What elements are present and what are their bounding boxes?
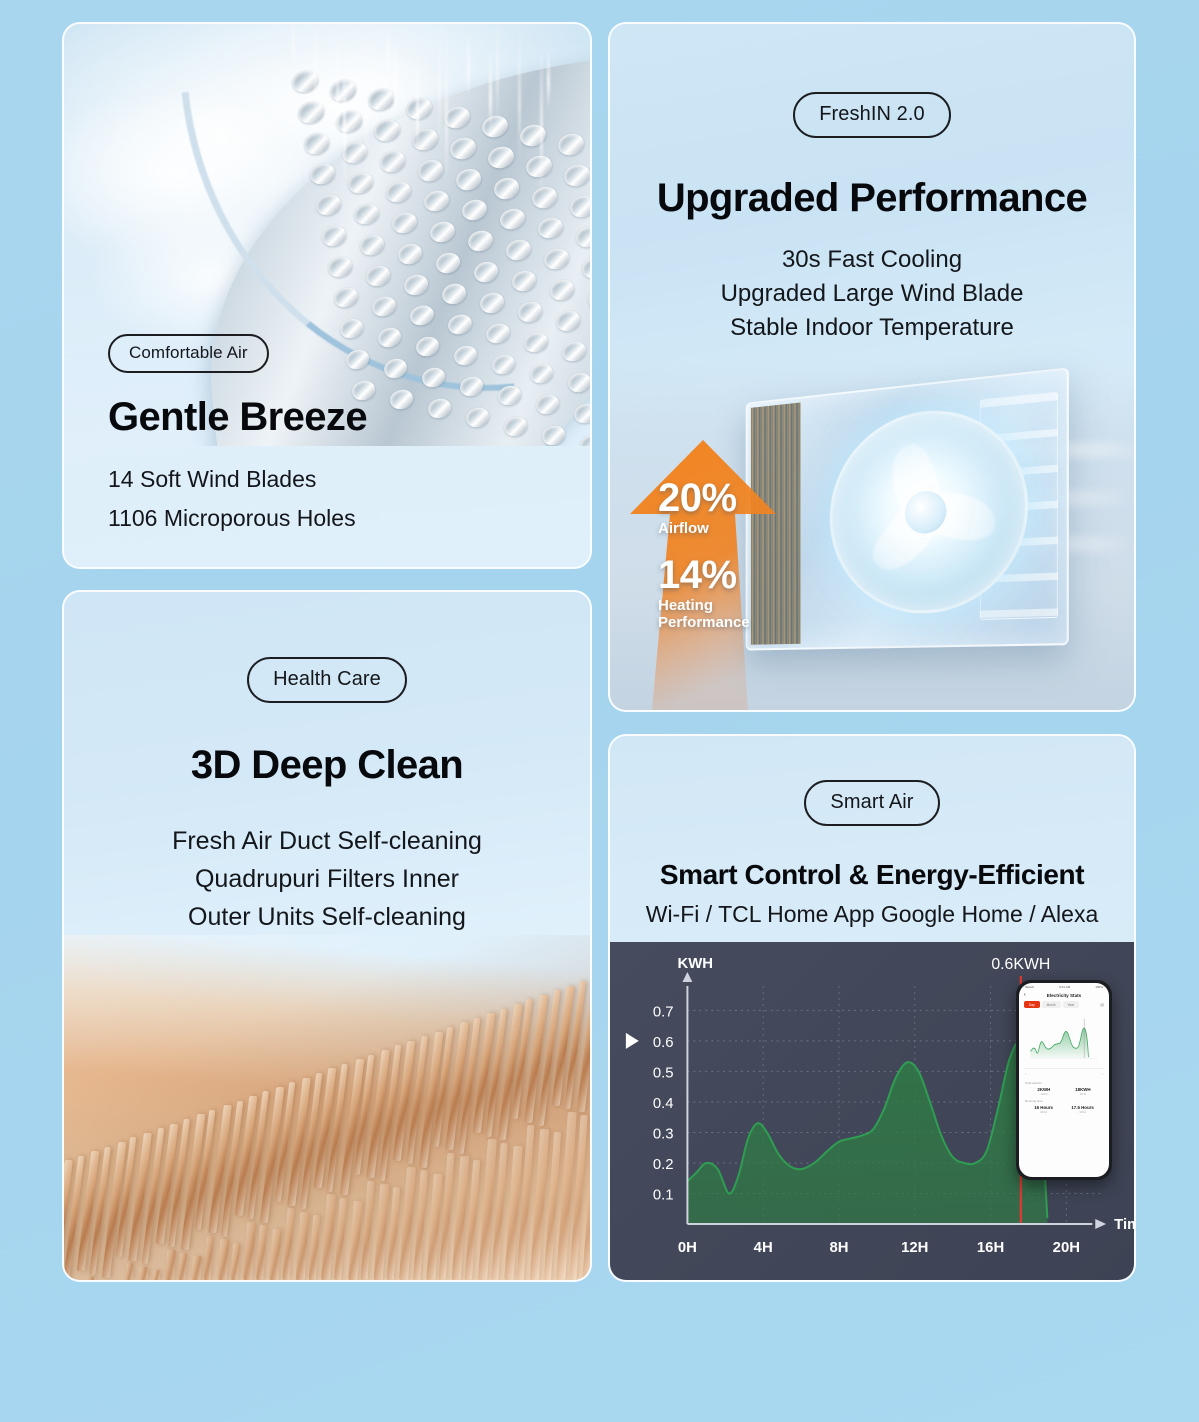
- pill-freshin: FreshIN 2.0: [793, 92, 951, 138]
- svg-text:Time: Time: [1114, 1216, 1134, 1233]
- running-date-a: 10/10: [1040, 1110, 1048, 1114]
- status-battery: 100%: [1095, 985, 1103, 989]
- phone-total-label: Total electric: [1025, 1081, 1042, 1085]
- upward-arrow-icon: [630, 440, 776, 710]
- phone-running-value-b: 17.5 Hours 10/11: [1071, 1105, 1093, 1114]
- running-date-b: 10/11: [1079, 1110, 1086, 1114]
- svg-text:4H: 4H: [754, 1239, 773, 1256]
- card-comfortable-air: Comfortable Air Gentle Breeze 14 Soft Wi…: [62, 22, 592, 569]
- callout-heating-label-line1: Heating: [658, 597, 714, 614]
- running-value-b: 17.5 Hours: [1071, 1105, 1094, 1110]
- phone-screen-title: ‹ Electricity Stats: [1019, 991, 1109, 1001]
- card-upgraded-performance: 20% Airflow 14% Heating Performance Fres…: [608, 22, 1136, 712]
- electricity-chart: 0.6KWH KWH Time 0.1 0.2 0.3 0.4 0.5 0.6 0.7 0H 4H 8H…: [610, 942, 1134, 1280]
- total-date-a: 10/10: [1040, 1092, 1048, 1096]
- callout-airflow-label: Airflow: [658, 520, 709, 537]
- phone-status-bar: Sketch 9:41 AM 100%: [1019, 983, 1109, 991]
- prev-icon[interactable]: ‹: [1025, 1071, 1027, 1076]
- svg-text:12H: 12H: [901, 1239, 928, 1256]
- total-value-a: 2KWH: [1037, 1087, 1051, 1092]
- status-carrier: Sketch: [1025, 985, 1035, 989]
- headline-smart-control: Smart Control & Energy-Efficient: [659, 859, 1085, 890]
- callout-heating-value: 14%: [658, 553, 737, 597]
- phone-running-value-a: 16 Hours 10/10: [1034, 1105, 1053, 1114]
- svg-text:0.3: 0.3: [653, 1125, 674, 1142]
- phone-tabs: Day Month Year ▤: [1019, 1001, 1109, 1011]
- bullet-outer-units: Outer Units Self-cleaning: [188, 903, 466, 931]
- headline-gentle-breeze: Gentle Breeze: [108, 395, 368, 439]
- total-date-b: 10/11: [1079, 1092, 1087, 1096]
- svg-text:0.2: 0.2: [653, 1156, 674, 1173]
- svg-text:0.6: 0.6: [653, 1034, 674, 1051]
- next-icon[interactable]: ›: [1101, 1071, 1103, 1076]
- phone-screen: Sketch 9:41 AM 100% ‹ Electricity Stats …: [1019, 983, 1109, 1177]
- bullet-microporous-holes: 1106 Microporous Holes: [108, 505, 356, 532]
- running-value-a: 16 Hours: [1034, 1105, 1053, 1110]
- airflow-streams-icon: [172, 24, 590, 316]
- svg-text:16H: 16H: [977, 1239, 1004, 1256]
- status-time: 9:41 AM: [1059, 985, 1071, 989]
- bullet-fresh-air-duct: Fresh Air Duct Self-cleaning: [172, 827, 482, 855]
- callout-airflow: 20% Airflow: [658, 478, 737, 538]
- phone-total-value-b: 18KWH 10/11: [1075, 1087, 1090, 1096]
- card-smart-air: Smart Air Smart Control & Energy-Efficie…: [608, 734, 1136, 1282]
- svg-text:0.7: 0.7: [653, 1003, 674, 1020]
- phone-mini-chart: [1024, 1011, 1104, 1069]
- phone-chart-nav: ‹ ›: [1019, 1069, 1109, 1078]
- copper-coil-photo: [64, 935, 590, 1280]
- chevron-left-icon[interactable]: ‹: [1024, 992, 1026, 998]
- calendar-icon[interactable]: ▤: [1100, 1002, 1104, 1007]
- pill-smart-air: Smart Air: [804, 780, 940, 826]
- ac-unit-photo: 20% Airflow 14% Heating Performance: [610, 358, 1134, 710]
- callout-heating-label-line2: Performance: [658, 613, 750, 631]
- comfortable-air-text-block: Comfortable Air Gentle Breeze 14 Soft Wi…: [108, 334, 368, 538]
- phone-running-label: Running time: [1025, 1099, 1043, 1103]
- card-health-care: Health Care 3D Deep Clean Fresh Air Duct…: [62, 590, 592, 1282]
- svg-text:0.5: 0.5: [653, 1064, 674, 1081]
- phone-total-section: Total electric 2KWH 10/10 18KWH 10/11: [1019, 1078, 1109, 1096]
- performance-text-block: FreshIN 2.0 Upgraded Performance 30s Fas…: [610, 92, 1134, 345]
- callout-airflow-value: 20%: [658, 476, 737, 520]
- phone-tab-day[interactable]: Day: [1024, 1001, 1040, 1008]
- svg-text:0.4: 0.4: [653, 1095, 674, 1112]
- svg-text:0H: 0H: [678, 1239, 697, 1256]
- phone-tab-month[interactable]: Month: [1041, 1001, 1061, 1008]
- phone-mockup: Sketch 9:41 AM 100% ‹ Electricity Stats …: [1016, 980, 1112, 1180]
- headline-upgraded-performance: Upgraded Performance: [656, 176, 1088, 220]
- subline-platforms: Wi-Fi / TCL Home App Google Home / Alexa: [645, 901, 1099, 927]
- bullet-soft-wind-blades: 14 Soft Wind Blades: [108, 466, 317, 492]
- svg-text:0.1: 0.1: [653, 1186, 674, 1203]
- bullet-stable-temperature: Stable Indoor Temperature: [730, 314, 1014, 342]
- phone-total-value-a: 2KWH 10/10: [1037, 1087, 1050, 1096]
- total-value-b: 18KWH: [1075, 1087, 1091, 1092]
- bullet-fast-cooling: 30s Fast Cooling: [781, 246, 963, 273]
- air-conditioner-unit-icon: [745, 367, 1069, 651]
- bullet-quadrupuri-filters: Quadrupuri Filters Inner: [194, 865, 459, 893]
- pill-health-care: Health Care: [247, 657, 407, 703]
- pill-comfortable-air: Comfortable Air: [108, 334, 269, 373]
- svg-text:8H: 8H: [829, 1239, 848, 1256]
- phone-running-section: Running time 16 Hours 10/10 17.5 Hours 1…: [1019, 1096, 1109, 1114]
- svg-text:20H: 20H: [1053, 1239, 1080, 1256]
- svg-text:0.6KWH: 0.6KWH: [991, 956, 1050, 973]
- phone-tab-year[interactable]: Year: [1062, 1001, 1079, 1008]
- health-care-text-block: Health Care 3D Deep Clean Fresh Air Duct…: [64, 657, 590, 936]
- smart-air-text-block: Smart Air Smart Control & Energy-Efficie…: [610, 780, 1134, 931]
- headline-3d-deep-clean: 3D Deep Clean: [190, 743, 464, 787]
- callout-heating: 14% Heating Performance: [658, 555, 750, 632]
- svg-text:KWH: KWH: [677, 955, 713, 972]
- phone-title-text: Electricity Stats: [1046, 993, 1082, 998]
- bullet-large-wind-blade: Upgraded Large Wind Blade: [720, 280, 1024, 308]
